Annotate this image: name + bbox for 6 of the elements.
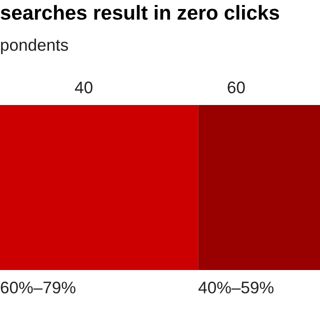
chart-title: searches result in zero clicks [0, 5, 280, 20]
series-label: 40%–59% [198, 282, 274, 294]
series-label: 60%–79% [0, 282, 76, 294]
x-tick-label: 40 [74, 82, 92, 94]
chart-subtitle: pondents [1, 38, 68, 54]
x-tick-label: 60 [228, 82, 245, 94]
